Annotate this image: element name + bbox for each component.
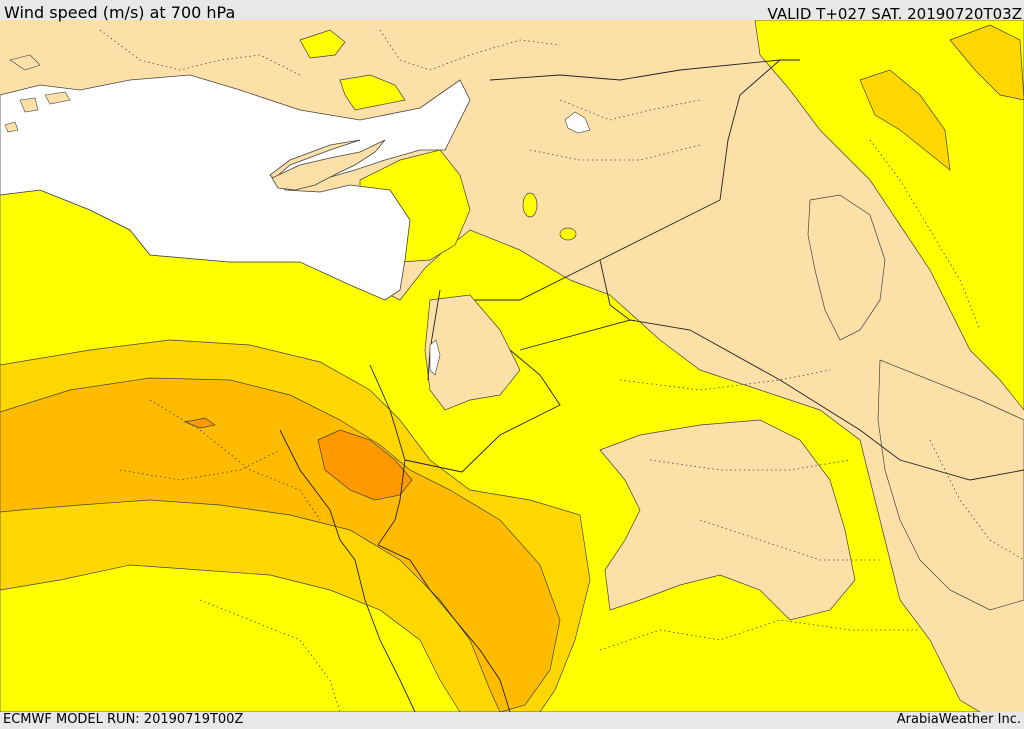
dead-sea-lake	[429, 339, 441, 376]
model-run-label: ECMWF MODEL RUN: 20190719T00Z	[3, 712, 244, 727]
lake-north	[564, 111, 591, 134]
cyprus-island	[271, 139, 386, 191]
land-patch-jordan	[424, 294, 521, 411]
wind-band-orange-small	[183, 417, 216, 429]
country-borders	[279, 59, 1024, 712]
land-patch-east-1	[807, 194, 886, 341]
wind-patch-syria-small	[559, 227, 577, 241]
wind-patch-gold-east	[859, 69, 951, 171]
wind-patch-north-1	[299, 29, 346, 59]
wind-band-orange-core	[317, 429, 413, 501]
wind-speed-map[interactable]	[0, 20, 1024, 712]
mediterranean-sea	[0, 74, 471, 301]
admin-boundaries	[99, 29, 1024, 712]
land-patch-east-2	[877, 359, 1024, 611]
wind-patch-north-2	[339, 74, 406, 111]
wind-band-yellow-east	[754, 20, 1024, 411]
land-patch-arabia	[599, 419, 856, 621]
wind-patch-gold-northeast	[949, 24, 1024, 101]
wind-band-amber	[0, 377, 561, 712]
valid-time-label: VALID T+027 SAT. 20190720T03Z	[767, 5, 1022, 23]
map-title: Wind speed (m/s) at 700 hPa	[4, 3, 236, 22]
wind-patch-syria	[522, 192, 538, 218]
aegean-islands	[4, 54, 71, 133]
credit-label: ArabiaWeather Inc.	[896, 712, 1021, 727]
